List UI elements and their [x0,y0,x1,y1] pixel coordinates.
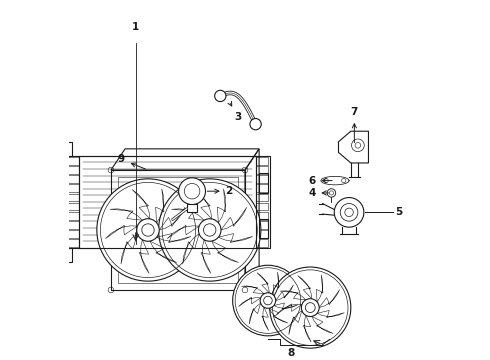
Circle shape [327,189,336,197]
Circle shape [97,179,199,281]
Text: 1: 1 [132,22,139,32]
Circle shape [233,265,303,336]
Circle shape [179,178,205,204]
Text: 7: 7 [351,107,358,143]
Text: 4: 4 [308,188,329,198]
Circle shape [250,118,261,130]
Circle shape [301,299,319,316]
Circle shape [270,267,351,348]
Circle shape [334,198,364,227]
Text: 6: 6 [308,176,332,186]
Circle shape [159,179,261,281]
Polygon shape [339,131,368,163]
Circle shape [215,90,226,102]
Text: 5: 5 [395,207,402,217]
Text: 3: 3 [228,101,242,122]
Circle shape [137,219,159,241]
Text: 2: 2 [207,186,233,196]
Circle shape [260,293,276,308]
FancyBboxPatch shape [187,203,197,212]
Circle shape [198,219,221,241]
Text: 8: 8 [287,348,294,358]
Text: 9: 9 [118,154,146,169]
